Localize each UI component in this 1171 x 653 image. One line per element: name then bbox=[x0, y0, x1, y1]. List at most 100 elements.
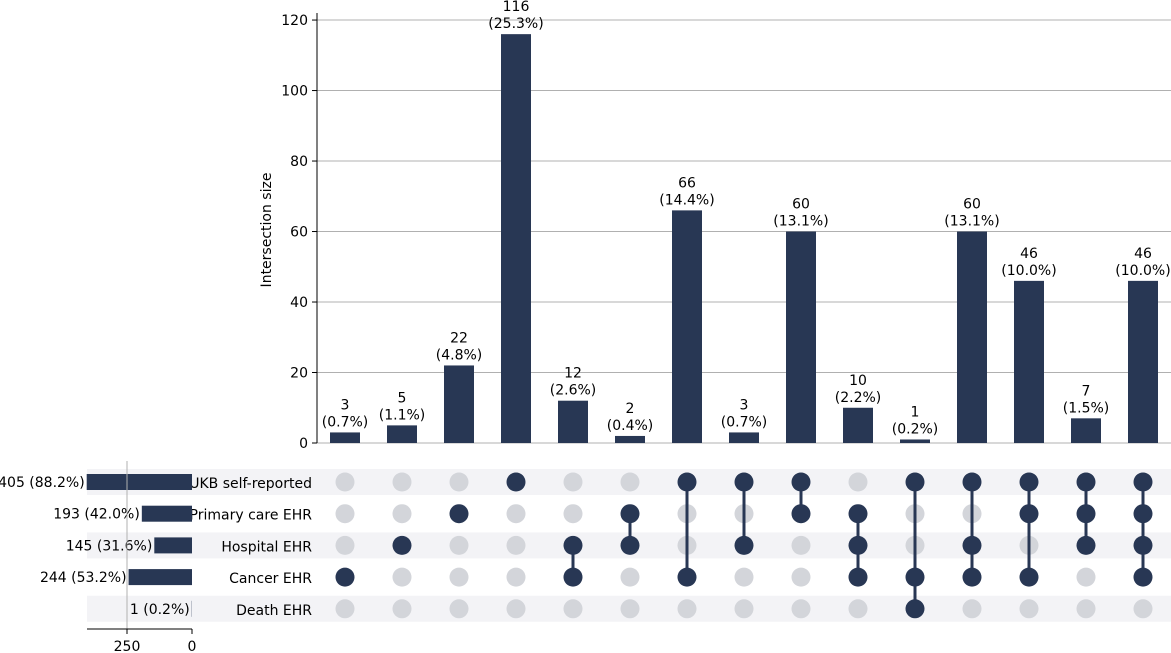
active-dot bbox=[1076, 535, 1096, 555]
active-dot bbox=[1133, 535, 1153, 555]
y-tick-label: 60 bbox=[290, 225, 308, 241]
set-size-bar bbox=[154, 537, 192, 554]
inactive-dot bbox=[962, 599, 982, 619]
inactive-dot bbox=[848, 599, 868, 619]
y-tick-label: 80 bbox=[290, 154, 308, 170]
intersection-bar bbox=[1071, 418, 1101, 443]
inactive-dot bbox=[791, 535, 811, 555]
y-axis-label: Intersection size bbox=[259, 173, 275, 288]
inactive-dot bbox=[392, 567, 412, 587]
active-dot bbox=[1076, 472, 1096, 492]
bar-count-label: 2 bbox=[626, 401, 635, 417]
intersection-bar bbox=[729, 432, 759, 443]
active-dot bbox=[1019, 504, 1039, 524]
set-name-label: UKB self-reported bbox=[189, 476, 312, 492]
active-dot bbox=[1076, 504, 1096, 524]
inactive-dot bbox=[563, 504, 583, 524]
set-name-label: Primary care EHR bbox=[190, 508, 313, 524]
active-dot bbox=[677, 567, 697, 587]
inactive-dot bbox=[677, 599, 697, 619]
active-dot bbox=[962, 567, 982, 587]
set-size-label: 405 (88.2%) bbox=[0, 475, 85, 491]
active-dot bbox=[905, 567, 925, 587]
bar-percent-label: (0.4%) bbox=[607, 418, 654, 434]
active-dot bbox=[848, 567, 868, 587]
set-size-bars: 405 (88.2%) 193 (42.0%) 145 (31.6%) 244 (53… bbox=[0, 474, 192, 618]
active-dot bbox=[1019, 472, 1039, 492]
inactive-dot bbox=[506, 599, 526, 619]
inactive-dot bbox=[506, 504, 526, 524]
inactive-dot bbox=[1133, 599, 1153, 619]
bar-count-label: 22 bbox=[450, 330, 468, 346]
bar-percent-label: (1.5%) bbox=[1063, 400, 1110, 416]
bar-count-label: 12 bbox=[564, 366, 582, 382]
bar-count-label: 5 bbox=[398, 390, 407, 406]
active-dot bbox=[734, 535, 754, 555]
active-dot bbox=[335, 567, 355, 587]
bar-count-label: 46 bbox=[1020, 246, 1038, 262]
set-name-label: Hospital EHR bbox=[221, 539, 312, 555]
bar-count-label: 3 bbox=[341, 397, 350, 413]
bar-percent-label: (10.0%) bbox=[1115, 263, 1170, 279]
intersection-bar bbox=[843, 407, 873, 443]
intersection-bar bbox=[387, 425, 417, 443]
inactive-dot bbox=[563, 599, 583, 619]
set-size-label: 244 (53.2%) bbox=[40, 570, 127, 586]
bar-percent-label: (25.3%) bbox=[488, 16, 543, 32]
active-dot bbox=[620, 504, 640, 524]
bar-percent-label: (1.1%) bbox=[379, 407, 426, 423]
inactive-dot bbox=[392, 599, 412, 619]
active-dot bbox=[962, 472, 982, 492]
set-size-tick-label: 250 bbox=[114, 639, 141, 653]
set-size-tick-label: 0 bbox=[188, 639, 197, 653]
membership-matrix bbox=[335, 472, 1153, 619]
inactive-dot bbox=[335, 599, 355, 619]
active-dot bbox=[392, 535, 412, 555]
bar-count-label: 10 bbox=[849, 373, 867, 389]
inactive-dot bbox=[734, 599, 754, 619]
inactive-dot bbox=[449, 535, 469, 555]
inactive-dot bbox=[392, 472, 412, 492]
y-tick-label: 20 bbox=[290, 366, 308, 382]
intersection-bar bbox=[672, 210, 702, 443]
active-dot bbox=[677, 472, 697, 492]
set-size-bar bbox=[141, 505, 192, 522]
intersection-bar bbox=[444, 365, 474, 443]
set-name-label: Cancer EHR bbox=[229, 571, 312, 587]
active-dot bbox=[1133, 567, 1153, 587]
inactive-dot bbox=[335, 472, 355, 492]
set-size-bar bbox=[128, 569, 192, 586]
bar-percent-label: (13.1%) bbox=[944, 214, 999, 230]
set-size-label: 1 (0.2%) bbox=[130, 602, 190, 618]
intersection-bar bbox=[1014, 280, 1044, 443]
inactive-dot bbox=[449, 567, 469, 587]
active-dot bbox=[791, 472, 811, 492]
inactive-dot bbox=[791, 567, 811, 587]
inactive-dot bbox=[620, 567, 640, 587]
active-dot bbox=[791, 504, 811, 524]
active-dot bbox=[1133, 472, 1153, 492]
intersection-bar bbox=[786, 231, 816, 443]
inactive-dot bbox=[563, 472, 583, 492]
active-dot bbox=[620, 535, 640, 555]
bar-percent-label: (4.8%) bbox=[436, 347, 483, 363]
y-axis: 0 20 40 60 80 100 120 bbox=[281, 13, 318, 452]
bar-percent-label: (13.1%) bbox=[773, 214, 828, 230]
inactive-dot bbox=[1076, 599, 1096, 619]
set-size-bar bbox=[86, 474, 192, 490]
active-dot bbox=[848, 535, 868, 555]
set-size-label: 193 (42.0%) bbox=[53, 507, 140, 523]
y-tick-label: 0 bbox=[299, 436, 308, 452]
active-dot bbox=[734, 472, 754, 492]
y-tick-label: 40 bbox=[290, 295, 308, 311]
inactive-dot bbox=[620, 472, 640, 492]
intersection-bar bbox=[615, 435, 645, 443]
bar-percent-label: (0.2%) bbox=[892, 421, 939, 437]
bar-percent-label: (2.6%) bbox=[550, 383, 597, 399]
set-size-axis: 250 0 bbox=[87, 461, 196, 653]
active-dot bbox=[563, 535, 583, 555]
intersection-bars: 3(0.7%)5(1.1%)22(4.8%)116(25.3%)12(2.6%)… bbox=[322, 0, 1171, 443]
intersection-bar bbox=[900, 439, 930, 443]
set-name-label: Death EHR bbox=[236, 603, 312, 619]
